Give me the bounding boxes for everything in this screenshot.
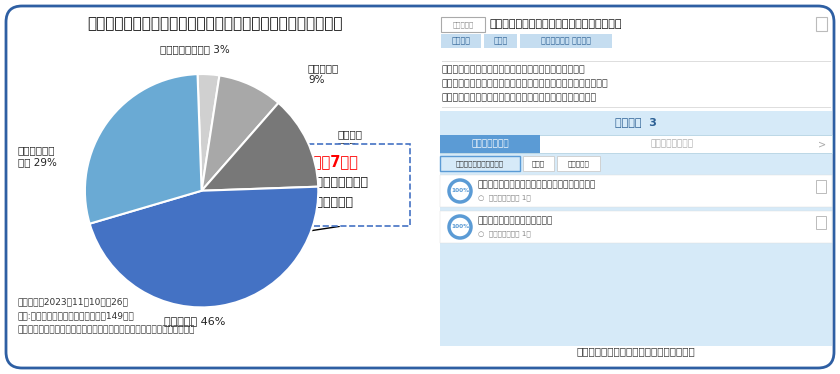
FancyBboxPatch shape (440, 135, 832, 153)
Wedge shape (202, 76, 279, 191)
Text: ○  やってみたレポ 1件: ○ やってみたレポ 1件 (478, 195, 531, 201)
Text: 悪いと思う 46%: 悪いと思う 46% (165, 316, 226, 326)
FancyBboxPatch shape (440, 135, 540, 153)
FancyBboxPatch shape (6, 6, 834, 368)
Wedge shape (202, 103, 318, 191)
Text: おすすめ順: おすすめ順 (567, 160, 589, 167)
Text: とても良いと思う 3%: とても良いと思う 3% (160, 44, 230, 54)
Bar (816, 17, 827, 31)
Bar (816, 216, 826, 229)
FancyBboxPatch shape (484, 34, 517, 48)
Text: に不安を抱く: に不安を抱く (308, 196, 354, 209)
Wedge shape (85, 74, 202, 224)
Text: >: > (818, 139, 826, 149)
Text: とても悪いと
思う 29%: とても悪いと 思う 29% (18, 145, 57, 167)
Text: 関係性: 関係性 (493, 37, 507, 46)
FancyBboxPatch shape (441, 34, 481, 48)
Text: 100%: 100% (451, 187, 469, 193)
FancyBboxPatch shape (440, 111, 832, 346)
Text: 「こども誰でも通園制度」をどう思うかについてのアンケート: 「こども誰でも通園制度」をどう思うかについてのアンケート (87, 16, 343, 31)
FancyBboxPatch shape (557, 156, 600, 171)
Text: どちらで
もない
13%: どちらで もない 13% (338, 129, 363, 163)
Text: ○  やってみたレポ 1件: ○ やってみたレポ 1件 (478, 231, 531, 237)
FancyBboxPatch shape (440, 175, 832, 207)
Text: 良いと思う
9%: 良いと思う 9% (308, 63, 339, 85)
FancyBboxPatch shape (519, 34, 612, 48)
Text: 対象:ホイクタスの会員男女（回答数149件）: 対象:ホイクタスの会員男女（回答数149件） (18, 311, 134, 320)
Text: 選択してください: 選択してください (650, 140, 694, 148)
Text: 保育業務: 保育業務 (452, 37, 470, 46)
Text: 「ホイクタス」で悩みを投稿している様子: 「ホイクタス」で悩みを投稿している様子 (576, 346, 696, 356)
Text: 対象で絞り込む: 対象で絞り込む (471, 140, 509, 148)
Text: それほど大きな園ではないし、関係が悪いわけでもありません。: それほど大きな園ではないし、関係が悪いわけでもありません。 (442, 79, 609, 88)
FancyBboxPatch shape (441, 17, 485, 32)
Text: 情報伝達のやり方で良い方法があったら教えて欲しいです。: 情報伝達のやり方で良い方法があったら教えて欲しいです。 (442, 93, 597, 102)
Text: 制度への不安の理由、年齢／地域別など詳しいデータのお渡し可能です。: 制度への不安の理由、年齢／地域別など詳しいデータのお渡し可能です。 (18, 325, 196, 334)
Text: ワークライフ バランス: ワークライフ バランス (541, 37, 591, 46)
FancyBboxPatch shape (440, 156, 520, 171)
Text: 職員間で情報伝達がうまくいってないと感じています。: 職員間で情報伝達がうまくいってないと感じています。 (442, 65, 585, 74)
Wedge shape (90, 187, 318, 307)
Text: やってみたレポが多い順: やってみたレポが多い順 (456, 160, 504, 167)
Bar (816, 180, 826, 193)
FancyBboxPatch shape (523, 156, 554, 171)
FancyBboxPatch shape (252, 144, 410, 226)
Wedge shape (197, 74, 219, 191)
Text: 職員間で情報伝達がうまくいっていません。: 職員間で情報伝達がうまくいっていません。 (490, 19, 622, 30)
Text: 対応方法  3: 対応方法 3 (615, 117, 657, 127)
Text: 調査期間：2023年11月10日～26日: 調査期間：2023年11月10日～26日 (18, 297, 129, 306)
Text: おきたこと: おきたこと (453, 21, 474, 28)
Text: 全体の7割が: 全体の7割が (304, 154, 358, 169)
Text: 新着順: 新着順 (532, 160, 545, 167)
FancyBboxPatch shape (440, 211, 832, 243)
Text: 100%: 100% (451, 224, 469, 229)
Text: 時間ごとの工程表を作成した。: 時間ごとの工程表を作成した。 (478, 217, 554, 226)
Text: こども誰でも通園制度: こども誰でも通園制度 (293, 176, 369, 189)
FancyBboxPatch shape (440, 111, 636, 133)
Text: 毎日の会議の中で声がけを徹底するよう伝えた。: 毎日の会議の中で声がけを徹底するよう伝えた。 (478, 181, 596, 190)
